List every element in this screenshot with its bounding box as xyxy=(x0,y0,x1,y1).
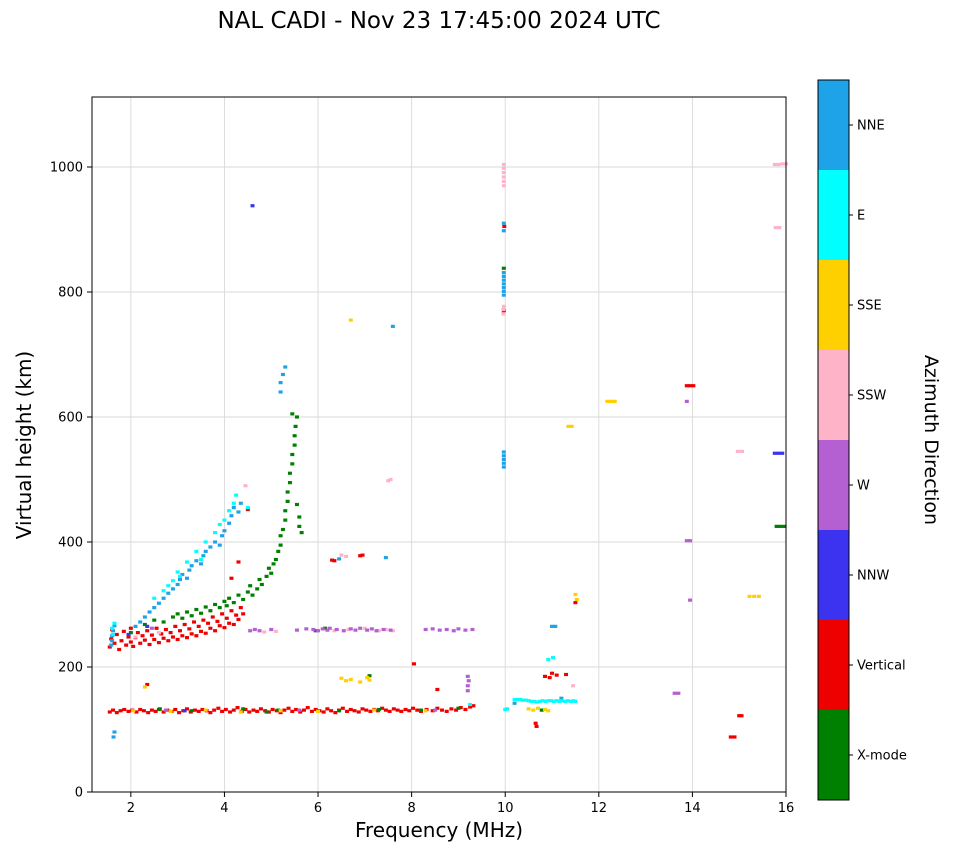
colorbar-segment-nnw xyxy=(818,530,849,620)
colorbar-tick-label: NNE xyxy=(857,119,885,134)
colorbar-tick-label: SSE xyxy=(857,299,882,314)
colorbar-tick-label: X-mode xyxy=(857,749,907,764)
colorbar-tick-label: Vertical xyxy=(857,659,906,674)
x-tick-label: 6 xyxy=(314,801,322,816)
y-tick-label: 600 xyxy=(58,411,83,426)
colorbar-tick-label: E xyxy=(857,209,865,224)
x-tick-label: 12 xyxy=(591,801,608,816)
x-tick-label: 2 xyxy=(127,801,135,816)
series-nne xyxy=(109,221,564,739)
series-w xyxy=(149,399,693,712)
series-x-mode xyxy=(128,266,787,714)
y-tick-label: 400 xyxy=(58,536,83,551)
colorbar-tick-label: W xyxy=(857,479,870,494)
y-tick-label: 800 xyxy=(58,286,83,301)
y-axis-label: Virtual height (km) xyxy=(12,350,36,540)
colorbar: NNE E SSE SSW W NNW Vertical X-mode xyxy=(817,79,907,801)
colorbar-segment-nne xyxy=(818,80,849,170)
series-ssw xyxy=(133,162,788,688)
colorbar-tick-label: SSW xyxy=(857,389,887,404)
y-tick-label: 200 xyxy=(58,661,83,676)
x-axis-label: Frequency (MHz) xyxy=(354,818,524,842)
colorbar-segment-ssw xyxy=(818,350,849,440)
colorbar-segment-vertical xyxy=(818,620,849,710)
x-tick-label: 14 xyxy=(684,801,701,816)
colorbar-segment-x-mode xyxy=(818,710,849,800)
data-points xyxy=(107,162,788,739)
series-e xyxy=(110,493,578,712)
colorbar-segment-sse xyxy=(818,260,849,350)
colorbar-axis-label: Azimuth Direction xyxy=(920,354,942,526)
colorbar-segment-w xyxy=(818,440,849,530)
y-tick-label: 1000 xyxy=(50,161,83,176)
plot-frame: 2 4 6 8 10 12 14 16 0 200 400 600 800 1000 xyxy=(50,96,795,816)
x-tick-label: 4 xyxy=(220,801,228,816)
series-vertical xyxy=(107,224,744,739)
x-tick-label: 8 xyxy=(407,801,415,816)
chart-title: NAL CADI - Nov 23 17:45:00 2024 UTC xyxy=(217,8,661,34)
x-tick-label: 16 xyxy=(778,801,795,816)
colorbar-tick-label: NNW xyxy=(857,569,889,584)
x-tick-label: 10 xyxy=(497,801,514,816)
series-nnw xyxy=(126,204,785,713)
y-tick-label: 0 xyxy=(75,786,83,801)
gridlines xyxy=(92,97,787,793)
series-sse xyxy=(131,318,761,714)
colorbar-segment-e xyxy=(818,170,849,260)
